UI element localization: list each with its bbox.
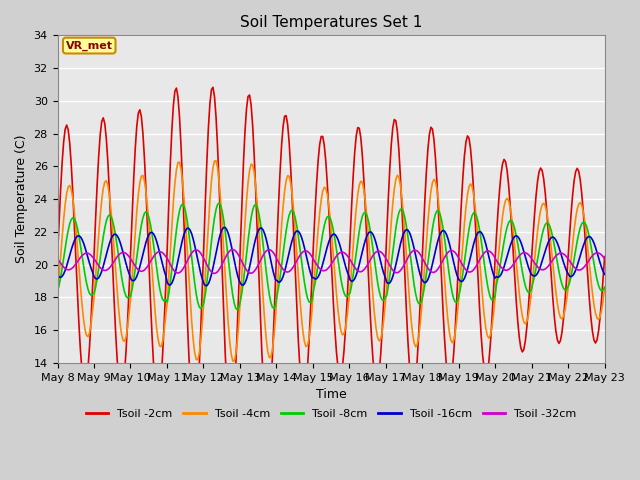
Tsoil -4cm bbox=[247, 161, 255, 167]
Tsoil -16cm bbox=[220, 225, 227, 230]
Tsoil -16cm bbox=[296, 230, 303, 236]
Tsoil -16cm bbox=[218, 227, 226, 232]
Legend: Tsoil -2cm, Tsoil -4cm, Tsoil -8cm, Tsoil -16cm, Tsoil -32cm: Tsoil -2cm, Tsoil -4cm, Tsoil -8cm, Tsoi… bbox=[81, 404, 580, 423]
Line: Tsoil -8cm: Tsoil -8cm bbox=[58, 203, 605, 310]
Tsoil -8cm bbox=[215, 200, 223, 206]
Tsoil -16cm bbox=[238, 282, 246, 288]
Tsoil -4cm bbox=[238, 270, 246, 276]
Tsoil -4cm bbox=[121, 338, 129, 344]
Tsoil -8cm bbox=[218, 208, 226, 214]
Y-axis label: Soil Temperature (C): Soil Temperature (C) bbox=[15, 135, 28, 264]
Tsoil -8cm bbox=[238, 289, 246, 295]
Tsoil -32cm bbox=[121, 250, 129, 255]
Tsoil -2cm bbox=[573, 166, 581, 171]
Tsoil -2cm bbox=[218, 267, 226, 273]
Tsoil -16cm bbox=[247, 257, 255, 263]
Tsoil -4cm bbox=[211, 158, 218, 164]
Tsoil -4cm bbox=[601, 285, 609, 290]
Tsoil -16cm bbox=[203, 283, 211, 288]
Tsoil -8cm bbox=[247, 216, 255, 221]
Tsoil -16cm bbox=[121, 255, 129, 261]
Tsoil -4cm bbox=[229, 358, 237, 364]
Tsoil -2cm bbox=[238, 198, 246, 204]
Tsoil -32cm bbox=[211, 271, 218, 276]
Tsoil -4cm bbox=[218, 220, 226, 226]
Tsoil -2cm bbox=[601, 253, 609, 259]
Tsoil -32cm bbox=[229, 247, 237, 252]
Text: VR_met: VR_met bbox=[66, 40, 113, 51]
Tsoil -2cm bbox=[121, 370, 129, 375]
Tsoil -8cm bbox=[601, 284, 609, 290]
Tsoil -32cm bbox=[238, 259, 246, 265]
Line: Tsoil -4cm: Tsoil -4cm bbox=[58, 161, 605, 361]
Tsoil -32cm bbox=[296, 252, 303, 258]
Tsoil -32cm bbox=[247, 270, 255, 276]
Tsoil -8cm bbox=[573, 239, 581, 244]
Tsoil -32cm bbox=[54, 256, 61, 262]
Line: Tsoil -16cm: Tsoil -16cm bbox=[58, 228, 605, 286]
Tsoil -32cm bbox=[573, 267, 581, 273]
Line: Tsoil -32cm: Tsoil -32cm bbox=[58, 250, 605, 274]
Tsoil -16cm bbox=[54, 272, 61, 278]
Tsoil -32cm bbox=[601, 256, 609, 262]
Tsoil -4cm bbox=[296, 294, 303, 300]
X-axis label: Time: Time bbox=[316, 388, 346, 401]
Tsoil -16cm bbox=[601, 272, 609, 277]
Tsoil -32cm bbox=[218, 262, 226, 267]
Tsoil -4cm bbox=[54, 293, 61, 299]
Tsoil -4cm bbox=[573, 206, 581, 212]
Title: Soil Temperatures Set 1: Soil Temperatures Set 1 bbox=[240, 15, 422, 30]
Tsoil -2cm bbox=[296, 363, 303, 369]
Tsoil -8cm bbox=[54, 288, 61, 294]
Tsoil -8cm bbox=[234, 307, 241, 312]
Tsoil -2cm bbox=[54, 253, 61, 259]
Line: Tsoil -2cm: Tsoil -2cm bbox=[58, 87, 605, 423]
Tsoil -2cm bbox=[209, 84, 217, 90]
Tsoil -8cm bbox=[296, 244, 303, 250]
Tsoil -8cm bbox=[121, 289, 129, 295]
Tsoil -2cm bbox=[227, 420, 235, 426]
Tsoil -2cm bbox=[247, 102, 255, 108]
Tsoil -16cm bbox=[573, 263, 581, 269]
